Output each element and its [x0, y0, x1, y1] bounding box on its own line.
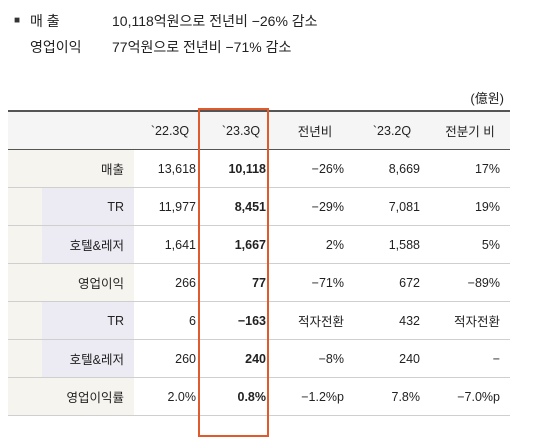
- table-row: 호텔&레저 260 240 −8% 240 −: [8, 339, 510, 378]
- table-cell: 5%: [430, 225, 510, 264]
- financial-table: `22.3Q `23.3Q 전년비 `23.2Q 전분기 비 매출 13,618…: [8, 110, 510, 416]
- table-cell: 1,641: [134, 225, 206, 264]
- table-cell: 7,081: [354, 187, 430, 226]
- table-cell: −89%: [430, 263, 510, 302]
- table-cell: 7.8%: [354, 377, 430, 416]
- unit-label: (億원): [470, 91, 504, 106]
- table-row: 영업이익률 2.0% 0.8% −1.2%p 7.8% −7.0%p: [8, 377, 510, 416]
- table-cell: −26%: [276, 149, 354, 188]
- row-label: 호텔&레저: [42, 339, 134, 378]
- table-cell: −: [430, 339, 510, 378]
- summary-label: 매 출: [30, 13, 60, 29]
- table-cell-highlight: 1,667: [206, 225, 276, 264]
- summary-label: 영업이익: [30, 39, 82, 55]
- table-cell: 19%: [430, 187, 510, 226]
- table-cell: −1.2%p: [276, 377, 354, 416]
- header-cell: `23.2Q: [354, 111, 430, 150]
- table-cell-highlight: 10,118: [206, 149, 276, 188]
- row-label: 매출: [8, 149, 134, 188]
- table-cell: −29%: [276, 187, 354, 226]
- table-cell: 2.0%: [134, 377, 206, 416]
- table-cell: 266: [134, 263, 206, 302]
- table-row: TR 11,977 8,451 −29% 7,081 19%: [8, 187, 510, 226]
- table-cell: 8,669: [354, 149, 430, 188]
- table-cell: −71%: [276, 263, 354, 302]
- table-cell: 2%: [276, 225, 354, 264]
- table-cell: 11,977: [134, 187, 206, 226]
- header-cell: `22.3Q: [134, 111, 206, 150]
- header-cell: 전분기 비: [430, 111, 510, 150]
- square-bullet-icon: ■: [14, 15, 21, 26]
- table-cell-highlight: 0.8%: [206, 377, 276, 416]
- row-label: TR: [42, 187, 134, 226]
- row-label: 호텔&레저: [42, 225, 134, 264]
- table-cell: −8%: [276, 339, 354, 378]
- table-cell-highlight: 77: [206, 263, 276, 302]
- summary-row-operating-profit: ■ 영업이익 77억원으로 전년비 −71% 감소: [14, 34, 318, 60]
- table-cell: 17%: [430, 149, 510, 188]
- table-cell: 260: [134, 339, 206, 378]
- table-cell: 6: [134, 301, 206, 340]
- table-cell: 672: [354, 263, 430, 302]
- table-cell-highlight: 240: [206, 339, 276, 378]
- summary-value: 77억원으로 전년비 −71% 감소: [112, 39, 292, 55]
- summary-block: ■ 매 출 10,118억원으로 전년비 −26% 감소 ■ 영업이익 77억원…: [14, 8, 318, 60]
- table-cell: 1,588: [354, 225, 430, 264]
- table-cell: 13,618: [134, 149, 206, 188]
- table-cell: −7.0%p: [430, 377, 510, 416]
- table-cell-highlight: 8,451: [206, 187, 276, 226]
- summary-row-sales: ■ 매 출 10,118억원으로 전년비 −26% 감소: [14, 8, 318, 34]
- table-row: 호텔&레저 1,641 1,667 2% 1,588 5%: [8, 225, 510, 264]
- table-cell: 적자전환: [276, 301, 354, 340]
- table-row: 영업이익 266 77 −71% 672 −89%: [8, 263, 510, 302]
- row-label: TR: [42, 301, 134, 340]
- table-header-row: `22.3Q `23.3Q 전년비 `23.2Q 전분기 비: [8, 111, 510, 150]
- summary-value: 10,118억원으로 전년비 −26% 감소: [112, 13, 318, 29]
- row-label: 영업이익: [8, 263, 134, 302]
- table-cell: 240: [354, 339, 430, 378]
- table-row: 매출 13,618 10,118 −26% 8,669 17%: [8, 149, 510, 188]
- table-row: TR 6 −163 적자전환 432 적자전환: [8, 301, 510, 340]
- header-blank: [8, 111, 134, 150]
- header-cell-highlight: `23.3Q: [206, 111, 276, 150]
- table-cell: 432: [354, 301, 430, 340]
- header-cell: 전년비: [276, 111, 354, 150]
- table-cell-highlight: −163: [206, 301, 276, 340]
- table-cell: 적자전환: [430, 301, 510, 340]
- row-label: 영업이익률: [8, 377, 134, 416]
